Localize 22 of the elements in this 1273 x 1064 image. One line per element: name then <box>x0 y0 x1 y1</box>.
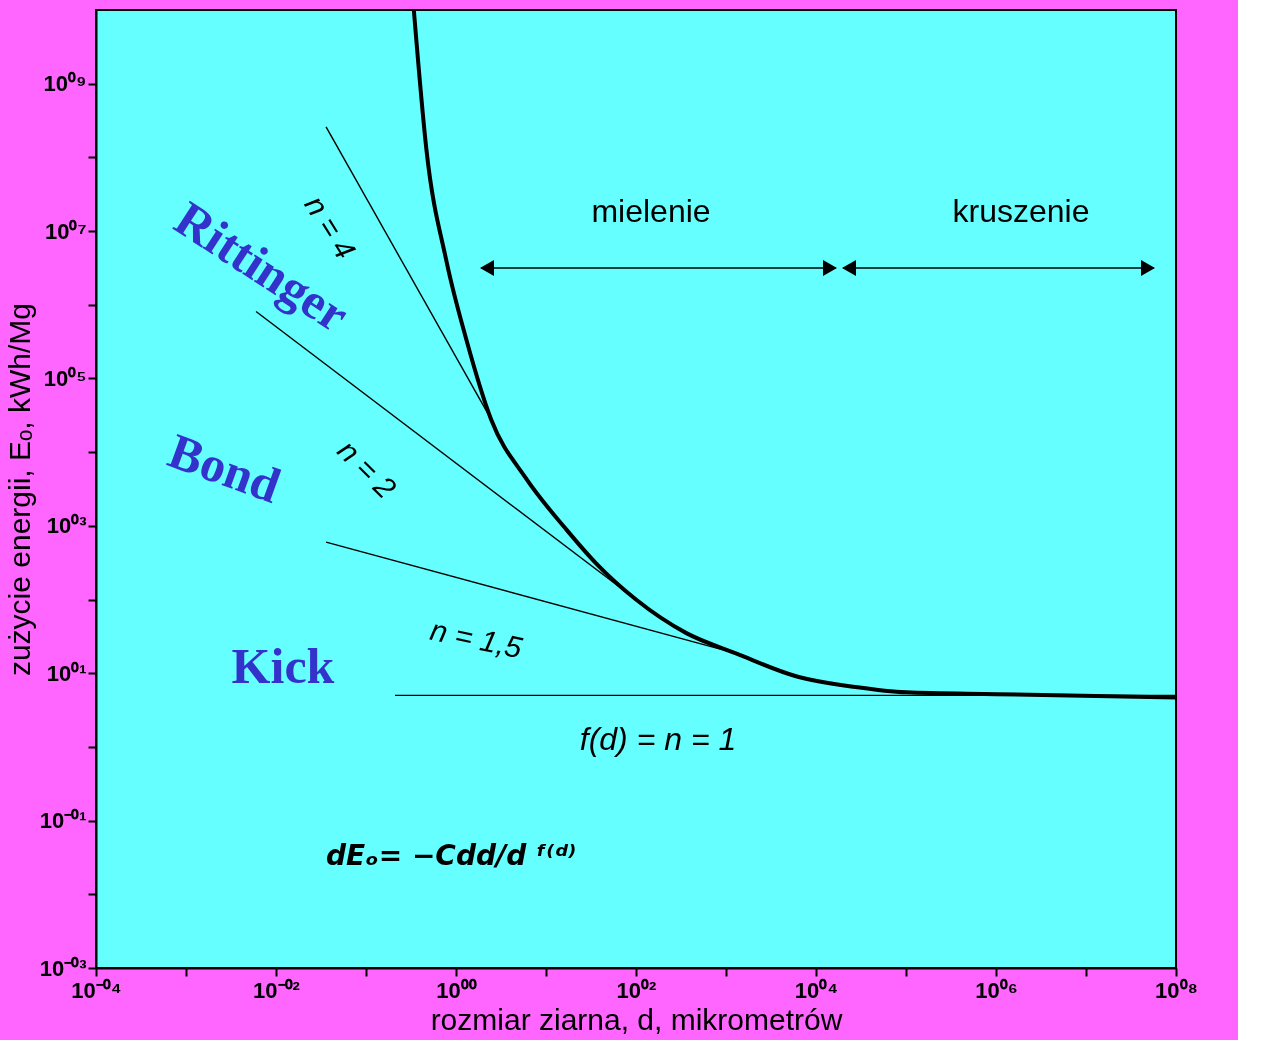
annotation: n = 2 <box>331 433 403 505</box>
x-tick-label: 10⁻⁰² <box>253 977 300 1003</box>
annotation: mielenie <box>591 193 711 229</box>
y-tick-label: 10⁰³ <box>46 513 87 539</box>
annotation: f(d) = n = 1 <box>579 721 737 757</box>
x-axis-title: rozmiar ziarna, d, mikrometrów <box>430 1002 843 1036</box>
x-tick-label: 10⁰⁸ <box>1155 977 1198 1003</box>
y-axis-title: zużycie energii, Eₒ, kWh/Mg <box>2 302 36 677</box>
y-tick-label: 10⁰¹ <box>46 660 87 686</box>
x-tick-label: 10⁰⁴ <box>794 977 839 1003</box>
y-tick-label: 10⁰⁷ <box>44 218 87 244</box>
y-tick-label: 10⁻⁰¹ <box>39 808 87 834</box>
x-tick-label: 10⁰⁰ <box>436 977 477 1003</box>
annotation: dEₒ= −Cdd/d ᶠ⁽ᵈ⁾ <box>325 839 577 872</box>
x-tick-label: 10⁰⁶ <box>975 977 1018 1003</box>
annotation: Kick <box>231 638 335 694</box>
annotation: kruszenie <box>952 193 1090 229</box>
y-tick-label: 10⁰⁵ <box>43 365 87 391</box>
annotation: n = 1,5 <box>427 612 526 665</box>
annotation: Bond <box>161 422 288 514</box>
y-tick-label: 10⁰⁹ <box>43 71 87 97</box>
x-tick-label: 10⁰² <box>616 977 657 1003</box>
